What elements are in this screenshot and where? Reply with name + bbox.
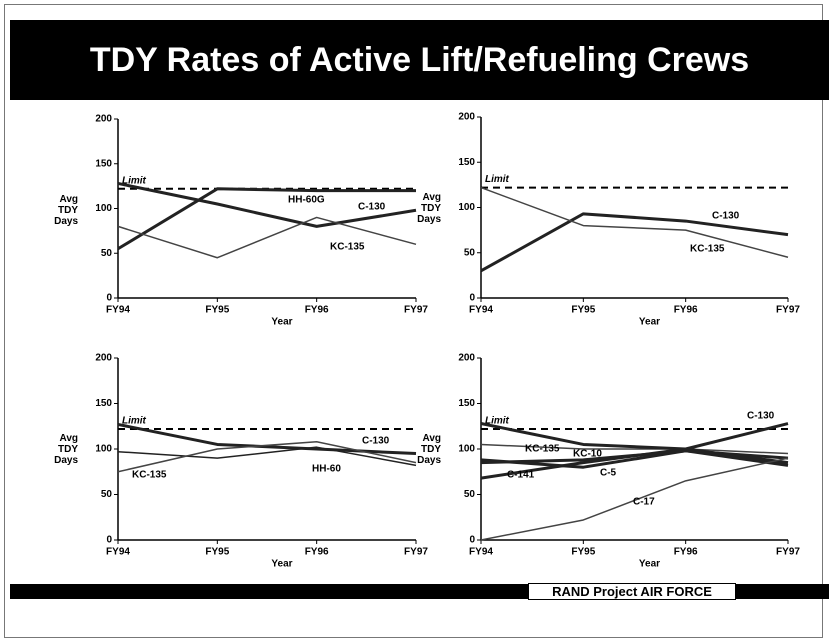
series-label: HH-60G bbox=[288, 195, 325, 206]
x-tick-label: FY94 bbox=[106, 547, 130, 558]
limit-label: Limit bbox=[122, 416, 147, 427]
series-line bbox=[480, 443, 789, 455]
series-label: HH-60 bbox=[312, 464, 341, 475]
series-line bbox=[117, 187, 416, 251]
x-tick-label: FY94 bbox=[106, 305, 130, 316]
slide-title: TDY Rates of Active Lift/Refueling Crews bbox=[10, 20, 829, 100]
y-tick-label: 0 bbox=[106, 293, 112, 304]
series-label: C-130 bbox=[712, 211, 740, 222]
limit-label: Limit bbox=[485, 174, 510, 185]
slide-frame bbox=[4, 4, 823, 638]
series-line bbox=[480, 449, 789, 467]
footer-text: RAND Project AIR FORCE bbox=[528, 583, 736, 600]
x-tick-label: FY97 bbox=[776, 547, 800, 558]
series-line bbox=[480, 212, 789, 273]
y-axis-label: Avg TDY Days bbox=[54, 194, 78, 227]
y-axis-label-box: Avg TDY Days bbox=[417, 433, 441, 466]
y-tick-label: 150 bbox=[95, 158, 112, 169]
y-tick-label: 50 bbox=[464, 489, 476, 500]
x-tick-label: FY96 bbox=[674, 547, 698, 558]
series-line bbox=[117, 446, 417, 467]
x-tick-label: FY95 bbox=[205, 305, 229, 316]
x-tick-label: FY94 bbox=[469, 305, 493, 316]
x-tick-label: FY95 bbox=[571, 547, 595, 558]
x-tick-label: FY95 bbox=[571, 305, 595, 316]
x-axis-label: Year bbox=[271, 317, 292, 328]
y-tick-label: 100 bbox=[458, 202, 475, 213]
series-label: C-130 bbox=[362, 436, 390, 447]
series-label: C-17 bbox=[633, 497, 655, 508]
y-tick-label: 100 bbox=[458, 444, 475, 455]
y-axis-label-box: Avg TDY Days bbox=[54, 194, 78, 227]
y-tick-label: 200 bbox=[95, 353, 112, 364]
series-label: C-130 bbox=[358, 202, 386, 213]
y-axis-label: Avg TDY Days bbox=[417, 192, 441, 225]
y-axis-label: Avg TDY Days bbox=[417, 433, 441, 466]
x-axis-label: Year bbox=[639, 559, 660, 570]
x-tick-label: FY94 bbox=[469, 547, 493, 558]
y-tick-label: 0 bbox=[469, 535, 475, 546]
y-axis-label: Avg TDY Days bbox=[54, 433, 78, 466]
y-tick-label: 50 bbox=[101, 248, 113, 259]
series-line bbox=[117, 422, 417, 456]
series-label: KC-135 bbox=[132, 470, 167, 481]
series-label: KC-10 bbox=[573, 449, 602, 460]
x-tick-label: FY96 bbox=[305, 305, 329, 316]
x-tick-label: FY97 bbox=[404, 305, 428, 316]
series-line bbox=[117, 216, 417, 259]
y-tick-label: 150 bbox=[458, 157, 475, 168]
series-label: C-141 bbox=[507, 470, 535, 481]
y-tick-label: 150 bbox=[458, 398, 475, 409]
x-tick-label: FY97 bbox=[776, 305, 800, 316]
series-line bbox=[117, 181, 417, 228]
y-tick-label: 50 bbox=[101, 489, 113, 500]
y-tick-label: 100 bbox=[95, 203, 112, 214]
series-line bbox=[117, 440, 417, 473]
limit-label: Limit bbox=[122, 175, 147, 186]
series-label: KC-135 bbox=[330, 242, 365, 253]
y-tick-label: 50 bbox=[464, 247, 476, 258]
y-tick-label: 200 bbox=[458, 353, 475, 364]
series-label: C-130 bbox=[747, 411, 775, 422]
y-tick-label: 200 bbox=[458, 112, 475, 123]
series-label: KC-135 bbox=[690, 244, 725, 255]
x-axis-label: Year bbox=[271, 559, 292, 570]
x-tick-label: FY97 bbox=[404, 547, 428, 558]
x-tick-label: FY95 bbox=[205, 547, 229, 558]
y-tick-label: 100 bbox=[95, 444, 112, 455]
y-tick-label: 150 bbox=[95, 398, 112, 409]
y-axis-label-box: Avg TDY Days bbox=[417, 192, 441, 225]
y-tick-label: 0 bbox=[106, 535, 112, 546]
y-tick-label: 200 bbox=[95, 114, 112, 125]
series-line bbox=[480, 186, 789, 258]
x-tick-label: FY96 bbox=[305, 547, 329, 558]
x-axis-label: Year bbox=[639, 317, 660, 328]
y-axis-label-box: Avg TDY Days bbox=[54, 433, 78, 466]
series-label: C-5 bbox=[600, 468, 617, 479]
series-line bbox=[480, 457, 789, 541]
series-line bbox=[480, 422, 789, 465]
limit-label: Limit bbox=[485, 416, 510, 427]
x-tick-label: FY96 bbox=[674, 305, 698, 316]
series-label: KC-135 bbox=[525, 444, 560, 455]
y-tick-label: 0 bbox=[469, 293, 475, 304]
